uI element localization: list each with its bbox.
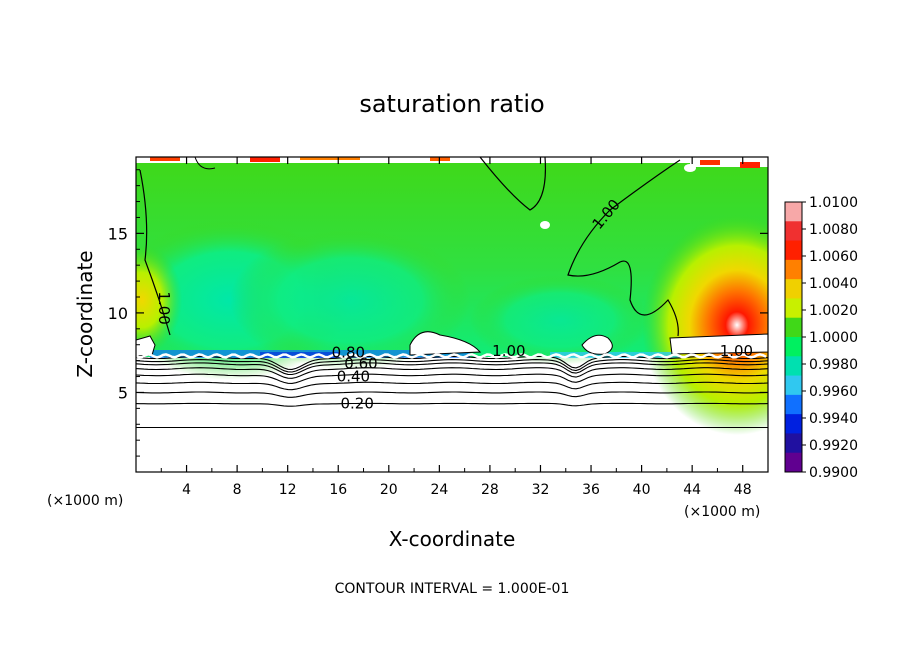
contour-line-lower-5 xyxy=(136,367,768,379)
x-tick-label-6: 28 xyxy=(481,482,499,498)
y-tick-label-0: 5 xyxy=(118,383,128,402)
colorbar-swatch-3 xyxy=(785,259,802,280)
contour-label-0: 1.00 xyxy=(155,291,173,324)
colorbar-swatch-10 xyxy=(785,394,802,415)
colorbar-label-1: 1.0080 xyxy=(809,222,858,238)
x-axis: 4 8 12 16 20 24 28 32 36 40 44 48 xyxy=(160,157,752,498)
x-tick-label-7: 32 xyxy=(532,482,550,498)
x-unit-left: (×1000 m) xyxy=(47,493,123,509)
contour-label-5: 0.60 xyxy=(344,355,377,373)
x-tick-label-9: 40 xyxy=(633,482,651,498)
colorbar-swatch-13 xyxy=(785,452,802,473)
y-axis-label: Z-coordinate xyxy=(73,250,97,377)
contour-line-lower-6 xyxy=(136,362,768,376)
x-tick-label-1: 8 xyxy=(233,482,242,498)
x-tick-label-4: 20 xyxy=(380,482,398,498)
x-axis-label: X-coordinate xyxy=(389,527,516,551)
contour-line-lower-3 xyxy=(136,381,768,391)
x-tick-label-5: 24 xyxy=(430,482,448,498)
cloud-base-edge xyxy=(136,353,767,359)
x-tick-label-0: 4 xyxy=(182,482,191,498)
colorbar-swatch-9 xyxy=(785,375,802,396)
y-tick-label-1: 10 xyxy=(108,304,128,323)
plot-area xyxy=(136,157,768,472)
colorbar-swatch-2 xyxy=(785,240,802,261)
colorbar-swatch-5 xyxy=(785,298,802,319)
colorbar-label-2: 1.0060 xyxy=(809,249,858,265)
colorbar-swatch-4 xyxy=(785,279,802,299)
supersaturated-right xyxy=(642,215,768,435)
contour-line-lower-7 xyxy=(136,359,768,373)
contour-labels: 1.001.001.00 1.000.800.600.400.20 xyxy=(155,196,753,413)
colorbar-swatch-7 xyxy=(785,337,802,357)
colorbar-swatch-11 xyxy=(785,414,802,434)
lower-contours xyxy=(136,353,768,428)
x-tick-label-2: 12 xyxy=(279,482,297,498)
x-tick-label-11: 48 xyxy=(734,482,752,498)
colorbar-label-8: 0.9940 xyxy=(809,411,858,427)
contour-label-3: 1.00 xyxy=(720,342,753,360)
contour-label-6: 0.40 xyxy=(337,367,370,385)
contour-line-lower-2 xyxy=(136,391,768,398)
contour-line-top-left xyxy=(194,157,216,170)
colorbar-label-3: 1.0040 xyxy=(809,276,858,292)
colorbar-label-0: 1.0100 xyxy=(809,195,858,211)
contour-label-2: 1.00 xyxy=(492,342,525,360)
colorbar-label-5: 1.0000 xyxy=(809,330,858,346)
colorbar-swatch-1 xyxy=(785,221,802,242)
contour-line-right xyxy=(567,159,681,337)
cyan-patch-mid xyxy=(230,230,470,370)
colorbar-swatch-12 xyxy=(785,433,802,454)
colorbar: 1.0100 1.0080 1.0060 1.0040 1.0020 1.0000 0.99… xyxy=(784,195,858,481)
colorbar-swatch-6 xyxy=(785,317,802,338)
colorbar-swatch-8 xyxy=(785,356,802,377)
contour-label-7: 0.20 xyxy=(340,394,373,412)
plot-frame xyxy=(135,156,769,473)
colorbar-label-7: 0.9960 xyxy=(809,384,858,400)
colorbar-label-9: 0.9920 xyxy=(809,438,858,454)
x-tick-label-8: 36 xyxy=(582,482,600,498)
colorbar-label-10: 0.9900 xyxy=(809,465,858,481)
x-unit-right: (×1000 m) xyxy=(684,504,760,520)
y-axis: 5 10 15 xyxy=(108,169,768,457)
contour-line-lower-1 xyxy=(136,402,768,407)
y-tick-label-2: 15 xyxy=(108,224,128,243)
contour-label-4: 0.80 xyxy=(332,343,365,361)
contour-line-top-mid xyxy=(479,157,547,211)
x-tick-label-10: 44 xyxy=(683,482,701,498)
colorbar-swatch-0 xyxy=(785,202,802,222)
x-tick-label-3: 16 xyxy=(329,482,347,498)
colorbar-label-4: 1.0020 xyxy=(809,303,858,319)
contour-interval-footer: CONTOUR INTERVAL = 1.000E-01 xyxy=(335,581,570,597)
contour-line-left xyxy=(139,169,171,336)
colorbar-label-6: 0.9980 xyxy=(809,357,858,373)
chart-title: saturation ratio xyxy=(359,90,544,118)
contour-line-lower-4 xyxy=(136,373,768,384)
